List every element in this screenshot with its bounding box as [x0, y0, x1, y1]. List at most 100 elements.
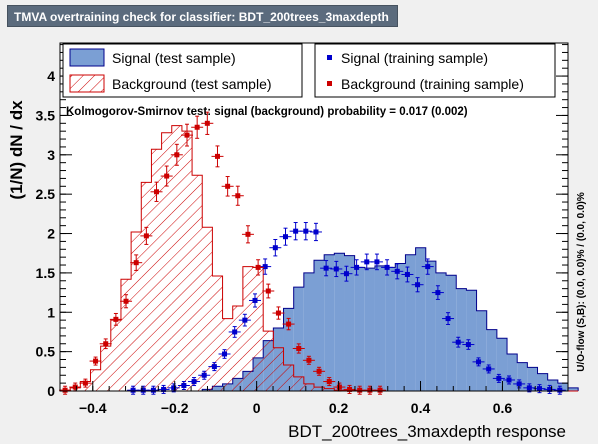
- background-training-point: [241, 225, 254, 244]
- background-test-bin: [242, 266, 254, 391]
- signal-training-point: [391, 263, 404, 280]
- background-training-point: [343, 384, 356, 394]
- background-training-point: [211, 145, 224, 168]
- marker: [161, 386, 167, 392]
- marker: [354, 264, 360, 270]
- background-training-point: [302, 355, 315, 365]
- marker: [445, 316, 451, 322]
- marker: [486, 366, 492, 372]
- signal-training-point: [157, 384, 170, 394]
- signal-test-bin: [374, 265, 386, 391]
- signal-test-bin: [303, 272, 314, 391]
- background-training-point: [109, 312, 122, 326]
- signal-training-point: [472, 357, 485, 367]
- marker: [255, 264, 261, 270]
- background-test-bin: [181, 131, 193, 391]
- marker: [465, 342, 471, 348]
- marker: [374, 259, 380, 265]
- signal-training-point: [249, 293, 262, 308]
- signal-test-bin: [507, 353, 518, 391]
- signal-training-point: [137, 385, 150, 395]
- background-training-point: [374, 385, 387, 395]
- marker: [222, 351, 228, 357]
- background-training-point: [282, 317, 295, 331]
- background-training-point: [231, 185, 244, 206]
- background-training-point: [59, 385, 72, 395]
- signal-training-point: [553, 385, 566, 395]
- marker: [547, 386, 553, 392]
- signal-test-bin: [568, 387, 579, 391]
- y-tick-label: 0.5: [36, 344, 56, 360]
- signal-training-point: [320, 260, 333, 277]
- signal-training-point: [147, 385, 160, 395]
- marker: [204, 120, 210, 126]
- marker: [225, 183, 231, 189]
- marker: [282, 234, 288, 240]
- marker: [252, 297, 258, 303]
- marker: [130, 387, 136, 393]
- background-training-point: [363, 385, 376, 395]
- window-title: TMVA overtraining check for classifier: …: [7, 5, 398, 27]
- background-training-point: [140, 226, 153, 245]
- x-tick-label: −0.2: [161, 400, 189, 416]
- background-test-bin: [100, 346, 111, 391]
- background-training-point: [353, 385, 366, 395]
- signal-test-bin: [293, 287, 304, 391]
- axes: −0.4 −0.2 0 0.2 0.4 0.6 0 0.5 1 1.5 2 2.5 3 3.5 4: [36, 44, 568, 416]
- marker: [154, 189, 160, 195]
- signal-test-bin: [344, 255, 355, 391]
- marker: [174, 152, 180, 158]
- overflow-label: U/O-flow (S,B): (0.0, 0.0)% / (0.0, 0.0)…: [576, 192, 587, 372]
- signal-training-point: [340, 265, 353, 282]
- background-test-bin: [131, 231, 142, 391]
- marker: [306, 357, 312, 363]
- marker: [272, 245, 278, 251]
- signal-test-bin: [385, 267, 396, 391]
- signal-training-point: [442, 312, 455, 325]
- marker: [72, 384, 78, 390]
- signal-training-point: [482, 364, 495, 374]
- plot-frame: [59, 42, 569, 392]
- marker: [333, 266, 339, 272]
- marker: [113, 316, 119, 322]
- legend-label-background-test: Background (test sample): [112, 76, 272, 92]
- marker: [123, 298, 129, 304]
- background-test-bin: [303, 383, 314, 391]
- signal-test-bin: [466, 290, 477, 391]
- background-training-point: [79, 378, 92, 388]
- signal-test-bin: [527, 367, 538, 391]
- marker: [62, 387, 68, 393]
- marker: [140, 387, 146, 393]
- x-axis-label: BDT_200trees_3maxdepth response: [288, 422, 566, 441]
- background-test-bin: [263, 331, 274, 391]
- marker: [303, 228, 309, 234]
- background-training-point: [181, 123, 193, 147]
- marker: [103, 341, 109, 347]
- marker: [415, 282, 421, 288]
- signal-training-point: [401, 266, 414, 283]
- marker: [394, 268, 400, 274]
- background-test-bin: [293, 376, 304, 391]
- signal-training-point: [218, 349, 231, 359]
- marker: [343, 271, 349, 277]
- y-tick-label: 1.5: [36, 265, 56, 281]
- marker: [194, 124, 200, 130]
- background-training-point: [221, 176, 234, 197]
- signal-training-point: [299, 222, 312, 241]
- legend-swatch-signal-test: [69, 48, 105, 67]
- signal-test-bin: [456, 288, 467, 391]
- background-test-bin: [283, 365, 294, 391]
- marker: [143, 233, 149, 239]
- signal-test-bin: [446, 275, 457, 391]
- signal-training-point: [421, 258, 434, 275]
- background-test-bin: [273, 347, 284, 391]
- y-tick-label: 4: [47, 68, 55, 84]
- background-training-point: [89, 356, 102, 366]
- signal-test-bin: [537, 373, 548, 391]
- marker: [265, 288, 271, 294]
- signal-training-point: [269, 239, 282, 257]
- background-test-bin: [202, 227, 213, 391]
- background-test-histogram: [59, 125, 579, 392]
- signal-test-bin: [283, 308, 294, 391]
